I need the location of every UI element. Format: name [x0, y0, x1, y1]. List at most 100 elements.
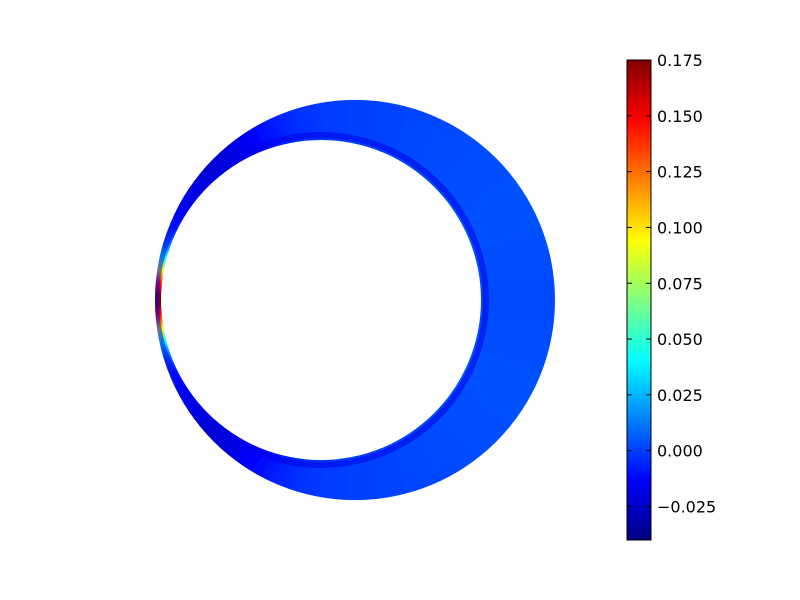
- field-wedge: [154, 300, 355, 337]
- field-wedge: [355, 248, 556, 300]
- field-wedge: [167, 147, 355, 300]
- field-wedge: [176, 300, 355, 464]
- field-wedge: [328, 99, 355, 300]
- field-wedge: [355, 300, 556, 350]
- field-wedge: [167, 300, 355, 453]
- field-wedge: [154, 300, 355, 343]
- field-wedge: [170, 144, 355, 300]
- colorbar-tick-label: 0.025: [657, 386, 703, 405]
- field-wedge: [355, 300, 388, 501]
- inner-boundary-shade: [154, 132, 489, 468]
- field-wedge: [355, 99, 372, 300]
- field-wedge: [154, 300, 355, 329]
- field-wedge: [355, 296, 556, 300]
- field-wedge: [355, 300, 556, 324]
- field-wedge: [353, 99, 358, 300]
- field-wedge: [355, 99, 403, 300]
- field-wedge: [330, 99, 355, 300]
- colorbar-ticks: −0.025 0.000 0.025 0.050 0.075 0.100 0.125 0.15…: [627, 51, 716, 517]
- field-wedge: [154, 300, 355, 323]
- field-wedge: [182, 300, 355, 470]
- field-wedge: [154, 178, 355, 300]
- field-wedge: [154, 300, 355, 429]
- field-wedge: [154, 192, 355, 300]
- field-wedge: [154, 258, 355, 300]
- field-wedge: [355, 252, 556, 300]
- field-wedge: [154, 300, 355, 341]
- field-wedge: [355, 99, 393, 300]
- field-wedge: [355, 298, 556, 303]
- field-wedge: [355, 282, 556, 300]
- field-wedge: [154, 256, 355, 300]
- field-wedge: [154, 260, 355, 300]
- field-wedge: [355, 292, 556, 300]
- field-wedge: [154, 289, 355, 300]
- field-wedge: [154, 300, 355, 411]
- field-wedge: [355, 261, 556, 300]
- field-wedge: [344, 300, 355, 501]
- field-wedge: [188, 124, 355, 300]
- field-wedge: [327, 300, 355, 501]
- field-wedge: [154, 300, 355, 422]
- colorbar-gradient: [626, 59, 652, 541]
- field-wedge: [355, 300, 556, 319]
- field-wedge: [355, 99, 374, 300]
- field-wedge: [305, 300, 355, 501]
- field-wedge: [154, 300, 355, 316]
- field-wedge: [355, 300, 556, 336]
- field-wedge: [160, 157, 355, 300]
- field-wedge: [187, 125, 355, 300]
- field-wedge: [307, 99, 355, 300]
- field-wedge: [179, 300, 355, 467]
- field-wedge: [169, 145, 355, 300]
- field-wedge: [355, 99, 381, 300]
- field-wedge: [332, 99, 355, 300]
- field-wedge: [334, 300, 355, 501]
- field-wedge: [355, 300, 394, 501]
- field-wedge: [350, 300, 355, 501]
- field-wedge: [355, 300, 398, 501]
- field-wedge: [321, 300, 355, 501]
- field-wedge: [355, 300, 556, 332]
- field-wedge: [355, 300, 390, 501]
- field-wedge: [355, 300, 365, 501]
- field-wedge: [355, 300, 386, 501]
- field-wedge: [355, 300, 396, 501]
- field-wedge: [355, 99, 399, 300]
- field-wedge: [154, 300, 355, 436]
- field-wedge: [154, 300, 355, 333]
- field-wedge: [355, 300, 556, 330]
- field-wedge: [355, 294, 556, 300]
- field-wedge: [190, 123, 355, 300]
- field-wedge: [336, 300, 355, 501]
- field-wedge: [154, 270, 355, 300]
- field-wedge: [180, 133, 355, 300]
- field-wedge: [162, 300, 355, 446]
- field-wedge: [351, 99, 355, 300]
- field-wedge: [355, 300, 363, 501]
- field-wedge: [171, 300, 355, 457]
- field-wedge: [189, 300, 355, 477]
- field-wedge: [355, 300, 392, 501]
- field-wedge: [154, 174, 355, 300]
- field-wedge: [305, 99, 355, 300]
- field-wedge: [154, 187, 355, 300]
- field-wedge: [186, 300, 355, 474]
- field-wedge: [355, 300, 556, 342]
- field-wedge: [355, 300, 556, 326]
- field-wedge: [162, 153, 355, 300]
- field-wedge: [355, 99, 370, 300]
- field-wedge: [355, 259, 556, 300]
- field-wedge: [154, 262, 355, 300]
- field-wedge: [178, 134, 355, 300]
- field-wedge: [154, 300, 355, 327]
- field-wedge: [154, 300, 355, 348]
- field-wedge: [355, 300, 556, 317]
- field-wedge: [343, 99, 355, 300]
- field-wedge: [355, 99, 360, 300]
- field-wedge: [329, 300, 355, 501]
- field-wedge: [326, 99, 355, 300]
- field-wedge: [184, 128, 355, 300]
- field-wedge: [355, 300, 556, 311]
- field-wedge: [175, 300, 355, 462]
